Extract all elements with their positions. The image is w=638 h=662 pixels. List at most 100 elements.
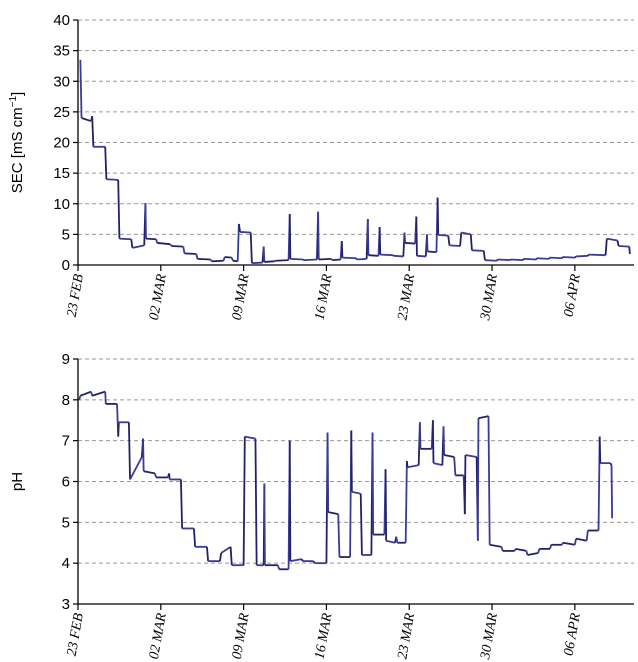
ph-series-segment: [371, 432, 375, 535]
sec-series-segment: [427, 250, 437, 254]
sec-y-axis-label: SEC [mS cm−1]: [8, 92, 26, 193]
sec-series-segment: [249, 232, 253, 264]
sec-series-segment: [355, 257, 358, 261]
sec-series-segment: [145, 237, 157, 241]
sec-series-segment: [496, 258, 499, 262]
ph-xtick-label: 16 MAR: [313, 612, 336, 661]
sec-xtick-label: 06 APR: [562, 273, 584, 318]
ph-y-axis-label-main: pH: [9, 472, 26, 491]
sec-xtick-label: 23 FEB: [65, 273, 87, 319]
ph-series-segment: [254, 438, 258, 566]
ph-series-segment: [418, 422, 422, 449]
sec-series-segment: [497, 258, 510, 261]
sec-series-segment: [380, 253, 393, 257]
sec-series-segment: [195, 253, 199, 260]
ph-series: [78, 390, 614, 571]
ph-series-segment: [585, 530, 589, 541]
ph-series-segment: [91, 390, 106, 397]
sec-series-segment: [618, 245, 630, 248]
ph-series-segment: [129, 456, 143, 480]
sec-series-segment: [449, 244, 461, 247]
sec-panel: 0 5 10 15 20 25 30 35 40 23 FEB 02 MAR 09 MAR 16 MA…: [8, 12, 634, 322]
ph-series-segment: [328, 511, 339, 516]
ph-series-segment: [263, 483, 266, 566]
sec-series-segment: [523, 257, 536, 261]
sec-series-segment: [604, 238, 608, 256]
sec-series-segment: [574, 255, 577, 259]
ph-series-segment: [168, 473, 171, 480]
sec-series-segment: [366, 219, 370, 256]
sec-xtick-label: 16 MAR: [313, 273, 336, 322]
sec-series-segment: [104, 146, 108, 180]
sec-series-segment: [91, 116, 95, 147]
ph-series-segment: [573, 538, 577, 545]
ph-series-segment: [525, 550, 529, 556]
sec-series-segment: [484, 259, 497, 262]
sec-series-segment: [302, 258, 305, 261]
ph-series-segment: [407, 464, 419, 469]
ph-series-segment: [326, 432, 330, 513]
sec-series-segment: [157, 242, 171, 246]
sec-series-segment: [275, 259, 289, 262]
ph-series-segment: [487, 416, 491, 545]
sec-series-segment: [510, 258, 523, 261]
sec-series-segment: [130, 239, 134, 248]
ph-series-segment: [478, 415, 489, 420]
sec-series-segment: [536, 257, 549, 260]
sec-ytick-label: 40: [53, 12, 70, 29]
sec-y-axis-label-main: SEC [mS cm: [9, 107, 26, 193]
sec-series-segment: [117, 179, 121, 239]
sec-series-segment: [587, 253, 590, 257]
sec-series-segment: [144, 203, 147, 239]
ph-xtick-label: 09 MAR: [230, 612, 253, 661]
ph-series-segment: [609, 462, 613, 466]
ph-xticks: 23 FEB 02 MAR 09 MAR 16 MAR 23 MAR 30 MAR 06 A…: [65, 604, 584, 661]
sec-series-segment: [251, 261, 263, 265]
sec-series-segment: [79, 59, 83, 119]
sec-y-axis-label-superscript: −1: [8, 96, 19, 108]
sec-series-segment: [340, 241, 344, 258]
ph-series-segment: [312, 560, 316, 564]
ph-gridlines: [78, 358, 634, 564]
sec-series-segment: [469, 234, 473, 251]
sec-yticks: 0 5 10 15 20 25 30 35 40: [53, 12, 78, 274]
sec-series: [79, 59, 631, 265]
sec-series-segment: [482, 250, 486, 261]
sec-series-segment: [416, 254, 426, 258]
sec-series-segment: [436, 197, 440, 236]
sec-series-segment: [184, 252, 197, 255]
sec-series-segment: [222, 256, 226, 261]
ph-series-segment: [476, 418, 480, 541]
sec-series-segment: [171, 245, 184, 248]
sec-series-segment: [317, 211, 320, 260]
sec-series-segment: [561, 256, 564, 259]
sec-ytick-label: 15: [53, 165, 70, 182]
sec-series-segment: [132, 244, 145, 249]
sec-series-segment: [106, 178, 119, 181]
ph-series-segment: [431, 420, 435, 464]
ph-series-segment: [193, 528, 197, 547]
sec-xtick-label: 30 MAR: [478, 273, 501, 323]
ph-series-segment: [443, 454, 455, 458]
sec-series-segment: [211, 259, 224, 263]
ph-series-segment: [575, 537, 587, 542]
sec-gridlines: [78, 19, 634, 235]
ph-series-segment: [244, 435, 256, 440]
sec-series-segment: [303, 258, 318, 261]
ph-ytick-label: 6: [62, 474, 70, 491]
ph-yticks: 3 4 5 6 7 8 9: [62, 351, 78, 613]
sec-series-segment: [447, 235, 451, 246]
sec-series-segment: [169, 243, 173, 247]
sec-xticks: 23 FEB 02 MAR 09 MAR 16 MAR 23 MAR 30 MAR 06 A…: [65, 265, 584, 322]
sec-series-segment: [628, 246, 631, 255]
ph-series-segment: [359, 493, 363, 556]
sec-series-segment: [264, 260, 275, 263]
sec-series-segment: [197, 257, 211, 261]
sec-series-segment: [426, 234, 429, 252]
sec-y-axis-label-end: ]: [9, 92, 26, 96]
sec-series-segment: [393, 254, 404, 258]
sec-xtick-label: 23 MAR: [395, 273, 418, 322]
ph-ytick-label: 3: [62, 596, 70, 613]
ph-series-segment: [117, 422, 120, 437]
